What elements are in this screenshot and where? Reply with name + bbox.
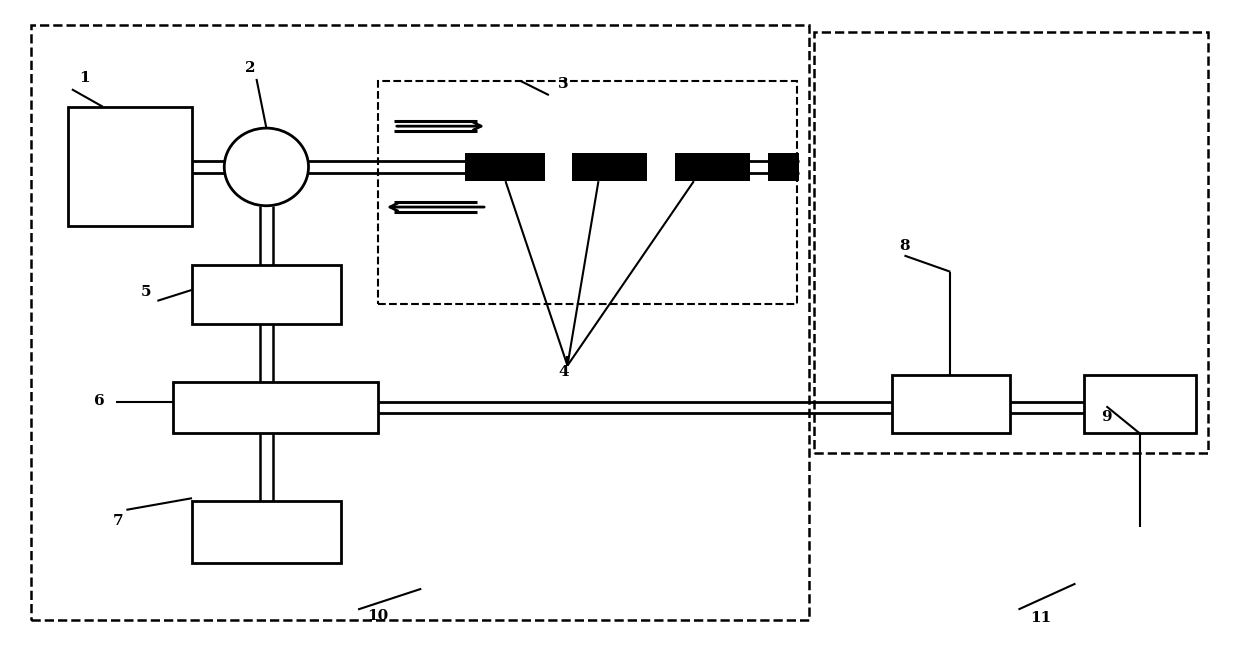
Bar: [192, 265, 341, 324]
Text: 9: 9: [1101, 410, 1111, 424]
Bar: [545, 153, 572, 181]
Bar: [192, 501, 341, 563]
Bar: [31, 25, 809, 620]
Text: 8: 8: [900, 239, 909, 253]
Bar: [768, 153, 799, 181]
Text: 11: 11: [1030, 611, 1052, 625]
Text: 5: 5: [141, 285, 151, 300]
Bar: [572, 153, 647, 181]
Text: 4: 4: [559, 365, 569, 379]
Text: 7: 7: [113, 514, 123, 528]
Bar: [675, 153, 750, 181]
Bar: [378, 81, 797, 304]
Ellipse shape: [224, 128, 309, 206]
Text: 2: 2: [245, 61, 255, 75]
Text: 10: 10: [367, 609, 389, 623]
Bar: [647, 153, 675, 181]
Bar: [465, 153, 545, 181]
Bar: [68, 107, 192, 226]
Bar: [1084, 375, 1196, 433]
Text: 1: 1: [79, 71, 89, 85]
Bar: [892, 375, 1010, 433]
Bar: [173, 382, 378, 433]
Bar: [814, 32, 1208, 453]
Text: 6: 6: [94, 394, 104, 408]
Text: 3: 3: [559, 77, 569, 91]
